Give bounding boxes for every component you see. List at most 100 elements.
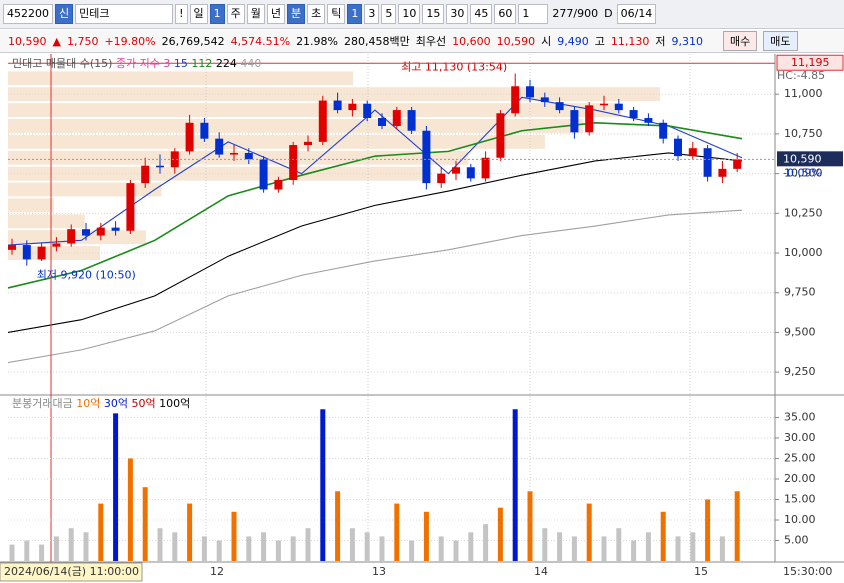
ui-text: 4,574.51%	[230, 34, 291, 48]
hc-label: HC:-4.85	[777, 69, 825, 82]
ui-text[interactable]: 주	[226, 4, 245, 24]
candle-body	[629, 110, 638, 119]
quote-bar: 10,590 ▲ 1,750 +19.80% 26,769,542 4,574.51% 21…	[0, 30, 844, 53]
ui-text: 최우선	[415, 35, 447, 48]
volume-bar	[690, 532, 696, 561]
ui-text[interactable]: 45	[470, 4, 493, 24]
y-tick-label: 5.00	[784, 533, 809, 546]
ui-text[interactable]: 06/14	[616, 4, 657, 24]
candle-body	[230, 152, 238, 155]
candle-body	[644, 118, 653, 123]
candle-body	[600, 103, 608, 106]
ui-text[interactable]: 신	[55, 4, 74, 24]
volume-bar	[601, 536, 607, 561]
ui-text: 10,590	[496, 34, 536, 48]
candle-body	[8, 245, 16, 250]
candle-body	[22, 245, 31, 260]
volume-bar	[290, 536, 296, 561]
ui-text[interactable]: 30	[446, 4, 469, 24]
ui-text: 저	[655, 35, 666, 48]
candle-body	[585, 105, 594, 133]
ui-text[interactable]: 3	[364, 4, 380, 24]
ui-text: 21.98%	[296, 34, 339, 48]
candle-body	[67, 229, 76, 244]
candle-body	[244, 152, 253, 160]
ui-text[interactable]: 분	[287, 4, 306, 24]
ui-text: 26,769,542	[161, 34, 225, 48]
volume-bar	[157, 528, 163, 561]
ui-text[interactable]: 10	[398, 4, 421, 24]
ui-text[interactable]: 민테크	[75, 4, 174, 24]
volume-bar	[705, 499, 711, 561]
volume-bar	[734, 491, 740, 561]
profile-bar	[8, 246, 101, 260]
ui-text[interactable]: 5	[381, 4, 397, 24]
ui-text[interactable]: 월	[246, 4, 265, 24]
profile-bar	[8, 103, 622, 118]
ui-text[interactable]: 초	[307, 4, 326, 24]
volume-bar	[409, 540, 415, 561]
ui-text[interactable]: 15	[422, 4, 445, 24]
volume-bar	[394, 503, 400, 561]
profile-bar	[8, 71, 354, 86]
candle-body	[407, 110, 416, 131]
volume-bar	[172, 532, 178, 561]
ui-text: 280,458백만	[344, 35, 410, 48]
annotation: 최고 11,130 (13:54)	[401, 61, 507, 74]
chart: 9,250 9,500 9,750 10,000 10,250 10,500 10,750 1…	[0, 54, 844, 583]
volume-bar	[483, 524, 489, 561]
candle-body	[304, 141, 312, 146]
x-end-label: 15:30:00	[783, 565, 832, 578]
ui-text[interactable]: 1	[347, 4, 363, 24]
volume-bar	[497, 507, 503, 561]
candle-body	[526, 86, 534, 98]
ui-text[interactable]: !	[175, 4, 188, 24]
volume-bar	[24, 540, 30, 561]
volume-bar	[261, 532, 267, 561]
volume-bar	[364, 532, 370, 561]
y-tick-label: 9,250	[784, 365, 816, 378]
candle-body	[333, 100, 342, 111]
ui-text: 고	[594, 35, 605, 48]
profile-bar	[8, 150, 469, 165]
ui-text[interactable]: 1	[518, 4, 549, 24]
ui-text[interactable]: 60	[494, 4, 517, 24]
y-tick-label: 15.00	[784, 492, 816, 505]
y-tick-label: 35.00	[784, 410, 816, 423]
ui-text: 1,750	[66, 34, 99, 48]
volume-bar	[83, 532, 89, 561]
legend-entry: 10억	[76, 397, 104, 410]
candle-body	[37, 246, 46, 260]
ui-text[interactable]: 년	[266, 4, 286, 24]
ui-text[interactable]: 매수	[723, 31, 758, 51]
ui-text: 10,590	[8, 34, 47, 48]
candle-body	[659, 122, 668, 139]
y-tick-label: 10,750	[784, 127, 823, 140]
ui-text[interactable]: D	[604, 7, 613, 20]
profile-bar	[8, 198, 55, 213]
profile-bar	[8, 134, 545, 149]
profile-bar	[8, 87, 660, 102]
ui-text[interactable]: 452200	[3, 4, 53, 24]
candle-body	[52, 243, 61, 247]
ui-text[interactable]: 1	[209, 4, 225, 24]
y-tick-label: 11,000	[784, 87, 823, 100]
y-tick-label: 20.00	[784, 472, 816, 485]
volume-bar	[616, 528, 622, 561]
ui-text: +19.80%	[104, 34, 156, 48]
y-tick-label: 10,000	[784, 246, 823, 259]
cursor-box	[0, 562, 143, 582]
candle-body	[215, 138, 224, 155]
volume-bar	[320, 409, 326, 561]
ui-text[interactable]: 매도	[763, 31, 798, 51]
volume-bar	[68, 528, 74, 561]
ui-text[interactable]: 틱	[327, 4, 346, 24]
volume-bar	[201, 536, 207, 561]
volume-bar	[379, 536, 385, 561]
volume-bar	[39, 544, 45, 561]
candle-body	[259, 159, 268, 190]
ui-text[interactable]: 일	[189, 4, 208, 24]
last-change: -0.09%	[783, 166, 822, 179]
candle-body	[363, 103, 372, 119]
